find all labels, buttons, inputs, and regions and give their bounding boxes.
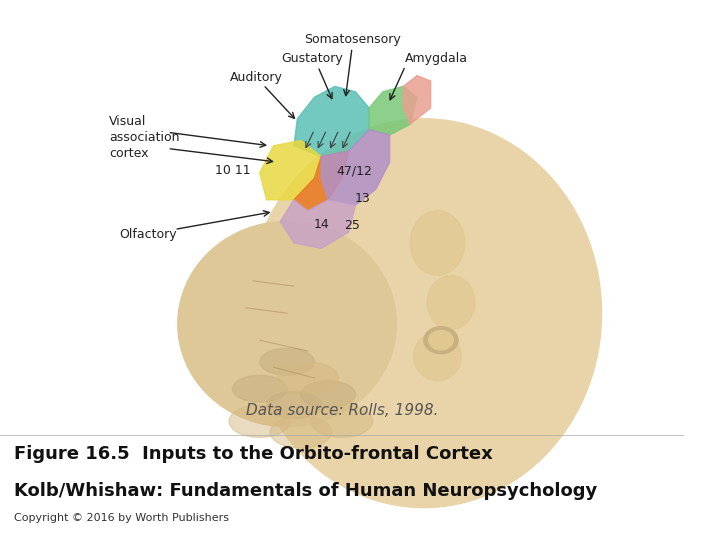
Ellipse shape (410, 211, 465, 275)
Text: 13: 13 (354, 192, 370, 205)
Text: Somatosensory: Somatosensory (304, 33, 400, 46)
Ellipse shape (277, 362, 338, 394)
Polygon shape (294, 151, 348, 211)
Ellipse shape (260, 348, 315, 375)
Ellipse shape (270, 416, 331, 448)
Text: Data source: Rolls, 1998.: Data source: Rolls, 1998. (246, 403, 438, 418)
Ellipse shape (266, 392, 321, 418)
Ellipse shape (233, 375, 287, 402)
Ellipse shape (301, 381, 356, 408)
Circle shape (424, 327, 458, 354)
Ellipse shape (311, 405, 372, 437)
Text: Amygdala: Amygdala (405, 52, 469, 65)
Polygon shape (403, 76, 431, 124)
Text: Kolb/Whishaw: Fundamentals of Human Neuropsychology: Kolb/Whishaw: Fundamentals of Human Neur… (14, 482, 597, 501)
Polygon shape (369, 86, 417, 135)
Text: Olfactory: Olfactory (120, 228, 177, 241)
Ellipse shape (246, 119, 601, 508)
Polygon shape (294, 86, 369, 157)
Text: 25: 25 (344, 219, 360, 232)
Text: 47/12: 47/12 (336, 165, 372, 178)
Circle shape (428, 330, 453, 350)
Ellipse shape (229, 405, 291, 437)
Text: Gustatory: Gustatory (282, 52, 343, 65)
Polygon shape (321, 130, 390, 205)
Text: 14: 14 (313, 218, 329, 231)
Polygon shape (280, 200, 356, 248)
Text: Figure 16.5  Inputs to the Orbito-frontal Cortex: Figure 16.5 Inputs to the Orbito-frontal… (14, 444, 492, 463)
Text: Visual
association
cortex: Visual association cortex (109, 115, 180, 160)
Polygon shape (260, 140, 321, 200)
Text: 10 11: 10 11 (215, 164, 251, 177)
Text: Auditory: Auditory (230, 71, 283, 84)
Ellipse shape (178, 221, 397, 427)
Ellipse shape (427, 275, 475, 329)
Text: Copyright © 2016 by Worth Publishers: Copyright © 2016 by Worth Publishers (14, 514, 229, 523)
Ellipse shape (413, 332, 462, 381)
